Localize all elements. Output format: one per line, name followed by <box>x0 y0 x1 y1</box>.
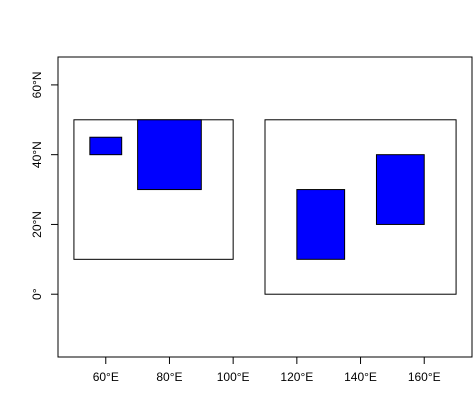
x-tick-label: 160°E <box>408 370 441 384</box>
x-tick-label: 100°E <box>217 370 250 384</box>
x-tick-label: 60°E <box>93 370 119 384</box>
region <box>296 189 346 260</box>
x-tick-label: 120°E <box>280 370 313 384</box>
y-tick-label: 60°N <box>30 72 44 99</box>
y-tick-label: 40°N <box>30 141 44 168</box>
region <box>89 136 123 156</box>
region <box>264 119 457 295</box>
y-tick-label: 0° <box>30 288 44 300</box>
region <box>137 119 202 191</box>
x-tick-label: 80°E <box>156 370 182 384</box>
region <box>375 154 425 225</box>
y-tick-label: 20°N <box>30 211 44 238</box>
x-tick-label: 140°E <box>344 370 377 384</box>
